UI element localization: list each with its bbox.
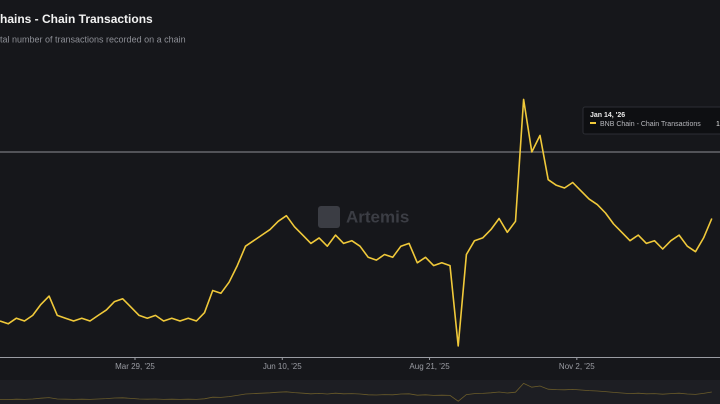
navigator-line bbox=[0, 382, 712, 402]
x-tick-label: Aug 21, '25 bbox=[409, 362, 450, 371]
chart-subtitle: tal number of transactions recorded on a… bbox=[0, 34, 186, 44]
series-line bbox=[0, 98, 713, 347]
tooltip: Jan 14, '26 BNB Chain - Chain Transactio… bbox=[582, 106, 720, 135]
tooltip-box bbox=[582, 106, 720, 135]
watermark-logo bbox=[318, 206, 340, 228]
watermark: Artemis bbox=[346, 207, 409, 226]
x-tick-label: Nov 2, '25 bbox=[559, 362, 595, 371]
x-tick-label: Jun 10, '25 bbox=[263, 362, 302, 371]
tooltip-date: Jan 14, '26 bbox=[590, 112, 625, 119]
navigator[interactable] bbox=[0, 380, 720, 404]
tooltip-series: BNB Chain - Chain Transactions bbox=[600, 121, 701, 128]
tooltip-swatch bbox=[590, 122, 596, 124]
tooltip-value: 1 bbox=[716, 121, 720, 128]
x-tick-label: Mar 29, '25 bbox=[115, 362, 155, 371]
chart-title: hains - Chain Transactions bbox=[0, 12, 153, 26]
